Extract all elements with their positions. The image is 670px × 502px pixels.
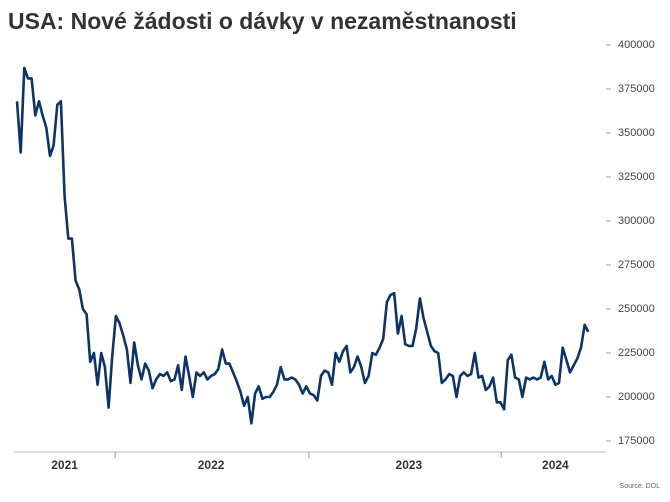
y-tick-label: 300000: [618, 215, 655, 227]
y-tick-label: 200000: [618, 391, 655, 403]
chart-title: USA: Nové žádosti o dávky v nezaměstnano…: [8, 8, 517, 34]
x-tick-label: 2023: [396, 458, 423, 472]
y-tick-label: 400000: [618, 39, 655, 51]
y-tick-label: 350000: [618, 127, 655, 139]
x-tick-label: 2024: [542, 458, 569, 472]
line: [15, 66, 590, 425]
x-tick-label: 2022: [198, 458, 225, 472]
x-tick-label: 2021: [51, 458, 78, 472]
y-tick-label: 225000: [618, 347, 655, 359]
y-tick-label: 250000: [618, 303, 655, 315]
y-tick-label: 375000: [618, 83, 655, 95]
y-tick-label: 175000: [618, 435, 655, 447]
y-tick-label: 325000: [618, 171, 655, 183]
source: Source: DOL: [620, 483, 661, 490]
y-tick-label: 275000: [618, 259, 655, 271]
